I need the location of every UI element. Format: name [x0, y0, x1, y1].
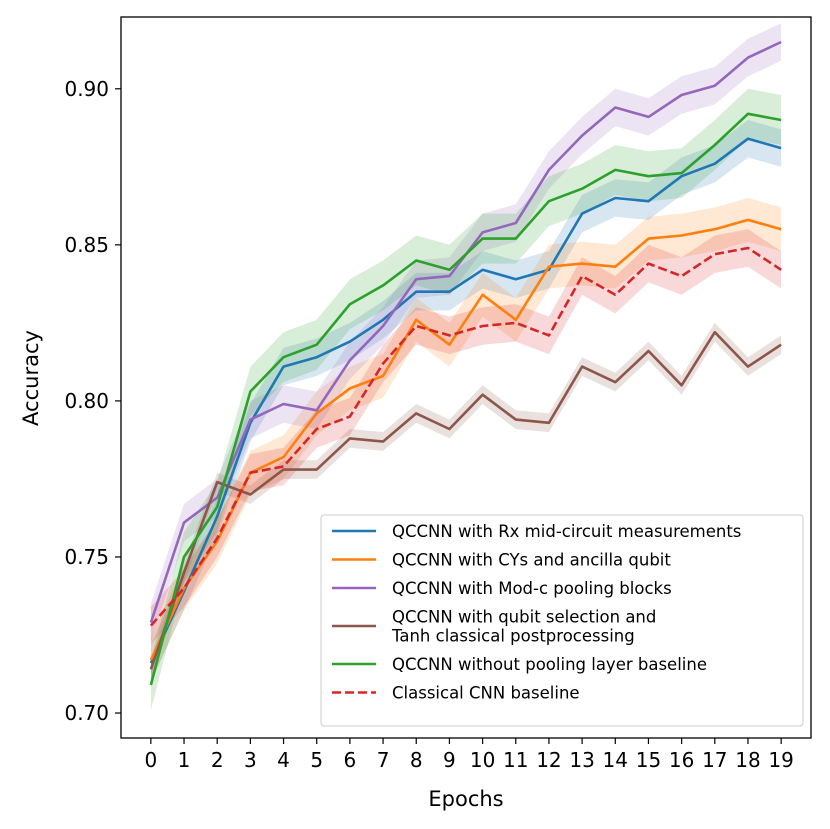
- x-tick-label: 7: [377, 748, 390, 772]
- x-tick-label: 6: [344, 748, 357, 772]
- x-tick-label: 18: [735, 748, 760, 772]
- x-tick-label: 5: [310, 748, 323, 772]
- legend-label-qccnn-with-qubit-selection-and-tanh-classical-postprocessing: QCCNN with qubit selection and: [392, 608, 656, 627]
- legend-label-qccnn-with-rx-mid-circuit-measurements: QCCNN with Rx mid-circuit measurements: [392, 522, 741, 541]
- y-tick-label: 0.90: [64, 77, 109, 101]
- x-tick-label: 0: [144, 748, 157, 772]
- band-qccnn-with-rx-mid-circuit-measurements: [150, 120, 782, 682]
- x-tick-label: 13: [569, 748, 594, 772]
- x-tick-label: 2: [211, 748, 224, 772]
- x-tick-label: 16: [669, 748, 694, 772]
- x-axis-label: Epochs: [428, 787, 503, 811]
- y-tick-label: 0.70: [64, 701, 109, 725]
- x-tick-label: 8: [410, 748, 423, 772]
- y-axis-ticks: 0.70 0.75 0.80 0.85 0.90: [64, 77, 121, 725]
- band-qccnn-with-mod-c-pooling-blocks: [150, 23, 782, 642]
- series-line-qccnn-with-qubit-selection-and-tanh-classical-postprocessing: [149, 330, 782, 670]
- legend-label-qccnn-with-mod-c-pooling-blocks: QCCNN with Mod-c pooling blocks: [392, 579, 672, 598]
- x-axis-ticks: 0 1 2 3 4 5 6 7 8 9 10 11 12 13 14 15 16 17 18 19: [144, 738, 794, 772]
- legend-label-qccnn-with-cys-and-ancilla-qubit: QCCNN with CYs and ancilla qubit: [392, 551, 671, 570]
- legend-box: [320, 514, 804, 727]
- series-line-qccnn-with-cys-and-ancilla-qubit: [149, 218, 782, 661]
- legend-label-qccnn-without-pooling-layer-baseline: QCCNN without pooling layer baseline: [392, 655, 707, 674]
- y-tick-label: 0.85: [64, 233, 109, 257]
- series-line-qccnn-with-rx-mid-circuit-measurements: [149, 137, 782, 664]
- x-tick-label: 10: [470, 748, 495, 772]
- confidence-bands: [150, 23, 782, 710]
- legend: QCCNN with Rx mid-circuit measurements QC…: [320, 514, 804, 727]
- x-tick-label: 19: [768, 748, 793, 772]
- plot-frame: [120, 16, 812, 739]
- legend-label-qccnn-with-qubit-selection-and-tanh-classical-postprocessing: Tanh classical postprocessing: [391, 627, 635, 646]
- x-tick-label: 12: [536, 748, 561, 772]
- x-tick-label: 15: [636, 748, 661, 772]
- x-tick-label: 11: [503, 748, 528, 772]
- x-tick-label: 14: [603, 748, 628, 772]
- x-tick-label: 1: [178, 748, 191, 772]
- series-line-qccnn-without-pooling-layer-baseline: [149, 112, 782, 686]
- band-classical-cnn-baseline: [150, 229, 782, 645]
- x-tick-label: 9: [443, 748, 456, 772]
- x-tick-label: 3: [244, 748, 257, 772]
- band-qccnn-with-cys-and-ancilla-qubit: [150, 198, 782, 682]
- y-tick-label: 0.75: [64, 545, 109, 569]
- series-lines: [149, 40, 782, 686]
- band-qccnn-without-pooling-layer-baseline: [150, 88, 782, 710]
- x-tick-label: 4: [277, 748, 290, 772]
- legend-label-classical-cnn-baseline: Classical CNN baseline: [392, 684, 580, 703]
- series-line-classical-cnn-baseline: [149, 246, 782, 627]
- x-tick-label: 17: [702, 748, 727, 772]
- y-axis-label: Accuracy: [19, 330, 43, 426]
- y-tick-label: 0.80: [64, 389, 109, 413]
